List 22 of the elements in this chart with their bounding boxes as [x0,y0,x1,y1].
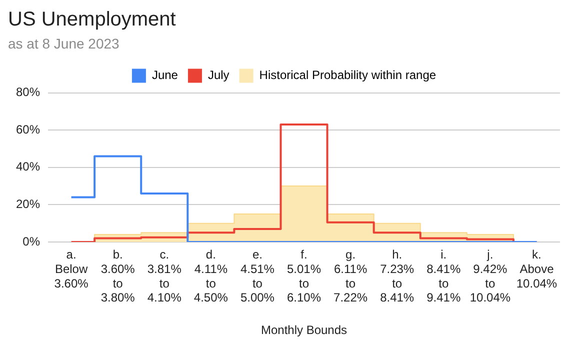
y-tick-label: 80% [16,85,40,100]
x-tick-label: f. 5.01% to 6.10% [286,248,322,305]
legend-label: July [208,68,230,82]
x-tick-label: h. 7.23% to 8.41% [380,248,414,305]
legend-label: June [152,68,178,82]
x-tick-label: g. 6.11% to 7.22% [334,248,368,305]
x-tick-label: k. Above 10.04% [516,248,558,290]
x-tick-label: a. Below 3.60% [54,248,89,290]
chart-title: US Unemployment [8,8,176,31]
x-tick-label: i. 8.41% to 9.41% [426,248,461,305]
x-tick-label: c. 3.81% to 4.10% [147,248,182,305]
legend-label: Historical Probability within range [259,68,436,82]
chart-subtitle: as at 8 June 2023 [8,35,120,52]
y-tick-label: 40% [16,160,40,174]
y-tick-label: 0% [22,234,40,248]
x-tick-label: d. 4.11% to 4.50% [194,248,228,305]
x-tick-label: e. 4.51% to 5.00% [240,248,275,305]
x-tick-label: b. 3.60% to 3.80% [100,248,136,305]
x-axis-title: Monthly Bounds [260,323,348,338]
x-tick-label: j. 9.42% to 10.04% [470,248,511,305]
y-tick-label: 60% [16,122,40,136]
y-tick-label: 20% [16,197,40,212]
